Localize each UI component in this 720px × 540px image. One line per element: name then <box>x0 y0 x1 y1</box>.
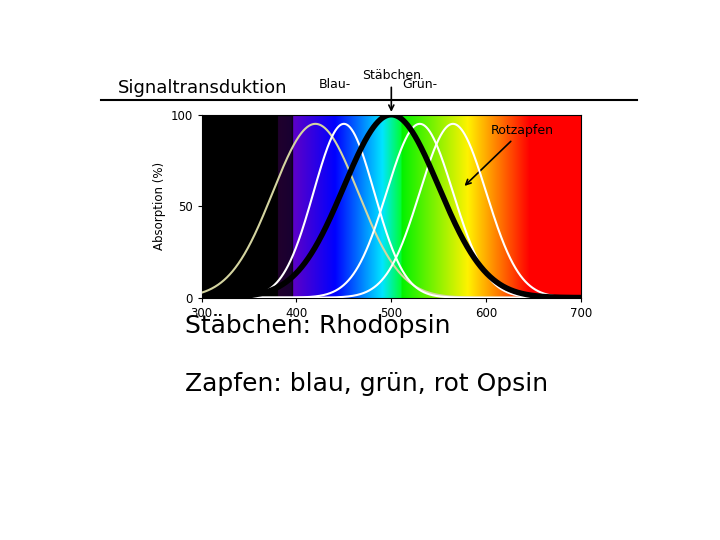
Text: Signaltransduktion: Signaltransduktion <box>118 79 287 97</box>
Text: Zapfen: blau, grün, rot Opsin: Zapfen: blau, grün, rot Opsin <box>185 373 548 396</box>
Text: Stäbchen: Rhodopsin: Stäbchen: Rhodopsin <box>185 314 451 338</box>
